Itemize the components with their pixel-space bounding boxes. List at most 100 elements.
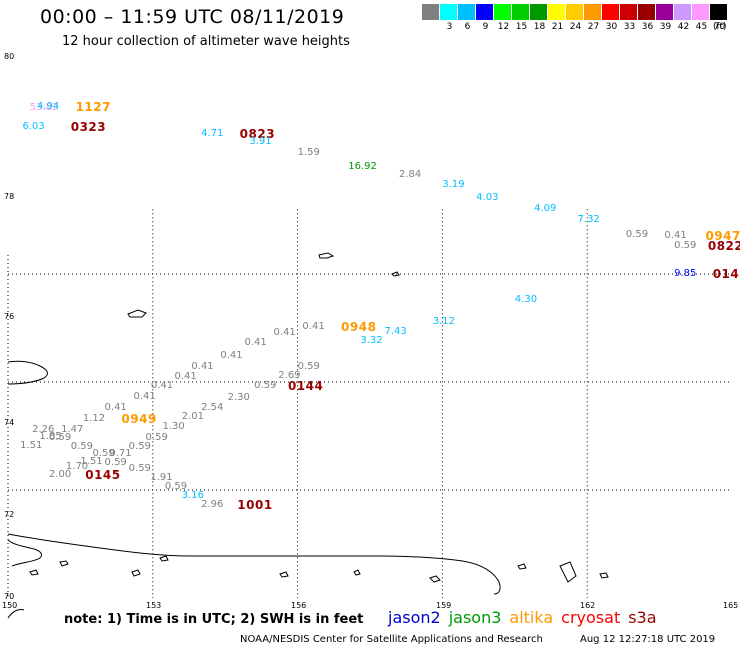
legend-tick-label: 21 [551, 22, 564, 32]
wave-height-label: 1.70 [65, 461, 89, 473]
pass-time-label: 0143 [712, 267, 740, 281]
wave-height-label: 4.30 [514, 293, 538, 305]
wave-height-label: 0.41 [150, 380, 174, 392]
wave-height-label: 0.59 [104, 457, 127, 468]
legend-swatch [602, 4, 619, 20]
legend-tick-label: 42 [677, 22, 690, 32]
legend-tick-label: 6 [464, 22, 471, 32]
wave-height-label: 3.19 [442, 179, 465, 191]
island-outline [517, 563, 527, 570]
legend-swatch [422, 4, 439, 20]
wave-height-label: 2.30 [227, 392, 250, 404]
wave-height-label: 4.09 [534, 203, 557, 215]
legend-tick-label: 12 [497, 22, 510, 32]
wave-height-label: 0.59 [164, 480, 188, 492]
legend-swatch [476, 4, 493, 20]
wave-height-label: 0.59 [92, 448, 115, 460]
wave-height-label: 0.59 [70, 440, 93, 452]
wave-height-label: 0.41 [191, 360, 214, 372]
generation-timestamp: Aug 12 12:27:18 UTC 2019 [580, 634, 716, 645]
wave-height-label: 0.41 [133, 391, 156, 403]
longitude-label: 162 [580, 601, 596, 610]
wave-height-label: 0.41 [273, 327, 296, 339]
pass-time-label: 0949 [121, 411, 157, 426]
wave-height-label: 2.69 [278, 369, 301, 381]
legend-swatch [548, 4, 565, 20]
pass-time-label: 0822 [707, 238, 740, 253]
legend-swatch [656, 4, 673, 20]
longitude-label: 156 [291, 601, 307, 610]
wave-height-label: 3.91 [249, 136, 272, 148]
pass-time-label: 0947 [705, 229, 740, 244]
satellite-name: jason3 [448, 608, 502, 627]
longitude-label: 159 [436, 601, 452, 610]
satellite-name: s3a [628, 608, 657, 627]
wave-height-label: 2.01 [181, 410, 205, 422]
mainland-coastline [7, 533, 501, 595]
wave-height-label: 7.32 [577, 214, 600, 225]
legend-tick-label: 18 [533, 22, 546, 32]
wave-height-label: 6.03 [22, 121, 45, 133]
wave-height-label: 53.82 [29, 101, 59, 113]
legend-unit: (ft) [713, 22, 727, 32]
island-outline [429, 575, 441, 583]
latitude-label: 72 [4, 510, 15, 519]
wave-height-label: 0.41 [664, 230, 687, 242]
wave-height-label: 0.41 [104, 401, 127, 413]
island-outline [29, 569, 39, 576]
wave-height-label: 1.59 [297, 147, 320, 159]
island-outline [59, 560, 69, 567]
island-outline [279, 571, 289, 578]
island-outline [318, 252, 335, 259]
longitude-label: 153 [146, 601, 162, 610]
western-bay-coastline [7, 539, 43, 567]
wave-height-label: 1.85 [39, 431, 62, 443]
island-outline [599, 572, 609, 579]
wave-height-label: 0.59 [625, 229, 649, 241]
legend-swatch [458, 4, 475, 20]
map-subtitle: 12 hour collection of altimeter wave hei… [62, 34, 350, 49]
wave-height-label: 0.41 [244, 337, 267, 349]
legend-swatch [620, 4, 637, 20]
latitude-label: 76 [4, 312, 15, 321]
wave-height-label: 0.59 [297, 360, 320, 372]
wave-height-label: 1.51 [80, 455, 103, 467]
legend-swatch [512, 4, 529, 20]
wave-height-label: 0.59 [128, 440, 151, 452]
wave-height-label: 4.94 [36, 100, 60, 112]
pass-time-label: 0823 [239, 126, 276, 141]
legend-swatch [674, 4, 691, 20]
wave-height-label: 1.30 [162, 421, 185, 433]
legend-tick-label: 36 [641, 22, 654, 32]
map-title: 00:00 – 11:59 UTC 08/11/2019 [40, 6, 345, 28]
satellite-name: altika [509, 608, 554, 627]
island-outline [131, 569, 141, 577]
legend-swatch [710, 4, 727, 20]
legend-swatch [440, 4, 457, 20]
pass-time-label: 1127 [75, 99, 111, 114]
legend-swatch [494, 4, 511, 20]
legend-tick-label: 9 [482, 22, 489, 32]
legend-tick-label: 33 [623, 22, 636, 32]
wave-height-label: 2.00 [49, 468, 72, 480]
legend-swatch [530, 4, 547, 20]
legend-tick-label: 3 [446, 22, 453, 32]
longitude-label: 165 [723, 601, 739, 610]
legend-tick-label: 24 [569, 22, 582, 32]
wave-height-label: 1.51 [20, 439, 43, 451]
wave-height-label: 16.92 [348, 161, 377, 173]
pass-time-label: 0323 [70, 120, 107, 135]
wave-height-label: 0.59 [49, 432, 72, 444]
island-outline [127, 309, 147, 318]
wave-height-label: 1.12 [82, 412, 106, 424]
wave-height-label: 1.47 [61, 423, 84, 435]
wave-height-label: 0.59 [145, 432, 168, 444]
wave-height-label: 0.59 [674, 239, 697, 251]
wave-height-label: 2.84 [398, 168, 422, 180]
island-outline [159, 555, 169, 562]
latitude-label: 74 [4, 418, 15, 427]
wave-height-label: 3.16 [181, 490, 205, 502]
legend-swatch [566, 4, 583, 20]
wave-height-label: 0.71 [109, 448, 132, 460]
